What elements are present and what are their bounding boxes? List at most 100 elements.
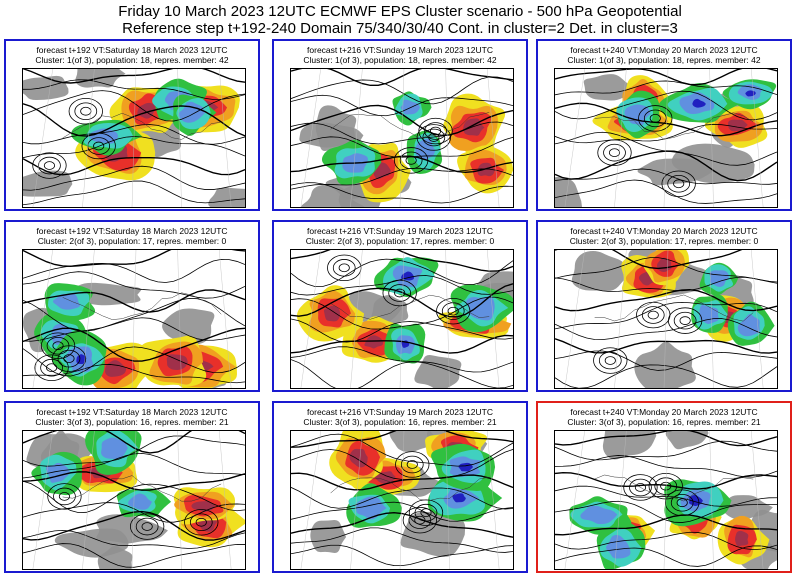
contour-ring	[141, 522, 153, 531]
contour-line	[555, 455, 777, 478]
contour-line	[555, 277, 777, 292]
coastline	[594, 294, 754, 322]
geopotential-map	[554, 430, 778, 570]
graticule-line	[663, 250, 669, 388]
contour-line	[291, 433, 513, 467]
contour-ring	[661, 170, 696, 197]
contour-ring	[597, 139, 632, 166]
contour-ring	[53, 487, 76, 506]
panel-cluster-label: Cluster: 2(of 3), population: 17, repres…	[569, 236, 759, 246]
contour-line	[23, 271, 245, 299]
contour-line	[555, 69, 777, 86]
contour-ring	[608, 148, 621, 158]
contour-ring	[603, 143, 626, 162]
contour-ring	[634, 483, 647, 492]
contour-line	[555, 531, 777, 550]
graticule-line	[32, 431, 53, 569]
contour-ring	[34, 354, 69, 381]
contour-line	[291, 136, 513, 158]
contour-ring	[673, 179, 685, 189]
contour-line	[291, 334, 513, 354]
contour-ring	[679, 316, 691, 325]
panel-forecast-label: forecast t+192 VT:Saturday 18 March 2023…	[36, 407, 228, 417]
contour-ring	[424, 122, 447, 140]
contour-ring	[638, 105, 673, 132]
contour-line	[555, 257, 777, 283]
anomaly-shading	[401, 271, 415, 281]
contour-ring	[647, 310, 659, 320]
geopotential-map	[22, 249, 246, 389]
contour-line	[23, 69, 245, 84]
contour-ring	[641, 306, 665, 324]
anomaly-shading	[555, 176, 582, 207]
contour-line	[291, 76, 513, 105]
anomaly-shading	[692, 98, 706, 108]
contour-ring	[74, 102, 98, 121]
graticule-line	[564, 431, 585, 569]
contour-line	[23, 364, 245, 384]
contour-ring	[623, 474, 658, 501]
anomaly-shading	[580, 505, 618, 525]
contour-line	[291, 275, 513, 296]
graticule-line	[177, 250, 182, 388]
contour-ring	[388, 284, 412, 302]
contour-ring	[394, 288, 406, 298]
coastline	[330, 476, 490, 501]
contour-line	[23, 157, 245, 176]
contour-ring	[40, 358, 63, 377]
contour-line	[23, 103, 245, 137]
contour-ring	[408, 511, 432, 529]
contour-line	[555, 90, 777, 121]
graticule-line	[82, 431, 95, 569]
contour-ring	[32, 152, 67, 179]
anomaly-shading	[634, 341, 696, 388]
coastline	[330, 112, 490, 139]
panel-forecast-label: forecast t+240 VT:Monday 20 March 2023 1…	[570, 226, 758, 236]
panel-cluster-label: Cluster: 3(of 3), population: 16, repres…	[303, 417, 497, 427]
graticule-line	[614, 431, 627, 569]
anomaly-shading	[364, 335, 384, 349]
anomaly-shading	[315, 105, 357, 152]
contour-line	[555, 350, 777, 371]
contour-line	[555, 545, 777, 567]
anomaly-shading	[415, 138, 436, 160]
contour-line	[23, 327, 245, 362]
panel-forecast-label: forecast t+240 VT:Monday 20 March 2023 1…	[570, 407, 758, 417]
contour-line	[555, 338, 777, 354]
contour-line	[555, 179, 777, 204]
contour-ring	[58, 492, 71, 501]
contour-ring	[195, 517, 207, 527]
contour-line	[555, 250, 743, 270]
graticule-line	[751, 250, 764, 388]
graticule-line	[131, 431, 137, 569]
contour-line	[555, 168, 777, 185]
anomaly-shading	[323, 305, 341, 322]
graticule-line	[32, 250, 53, 388]
geopotential-map	[22, 68, 246, 208]
coastline	[594, 474, 754, 502]
graticule-line	[177, 431, 182, 569]
anomaly-shading	[52, 293, 80, 310]
graticule-line	[564, 69, 585, 207]
panel-forecast-label: forecast t+192 VT:Saturday 18 March 2023…	[36, 45, 228, 55]
contour-ring	[667, 307, 703, 334]
coastline	[330, 294, 490, 320]
contour-ring	[660, 481, 672, 491]
graticule-line	[131, 69, 137, 207]
graticule-line	[751, 69, 764, 207]
anomaly-shading	[602, 431, 657, 460]
panel-cluster-label: Cluster: 3(of 3), population: 16, repres…	[567, 417, 761, 427]
contour-ring	[52, 341, 64, 351]
panel-cluster2-t240: forecast t+240 VT:Monday 20 March 2023 1…	[536, 220, 792, 392]
contour-ring	[400, 455, 424, 474]
graticule-line	[219, 69, 232, 207]
anomaly-shading	[735, 530, 749, 547]
graticule-line	[300, 431, 321, 569]
contour-ring	[598, 351, 622, 370]
contour-line	[291, 527, 513, 553]
contour-ring	[665, 489, 700, 516]
contour-line	[23, 258, 245, 283]
contour-line	[555, 364, 777, 388]
contour-ring	[189, 513, 213, 532]
geopotential-map	[554, 249, 778, 389]
